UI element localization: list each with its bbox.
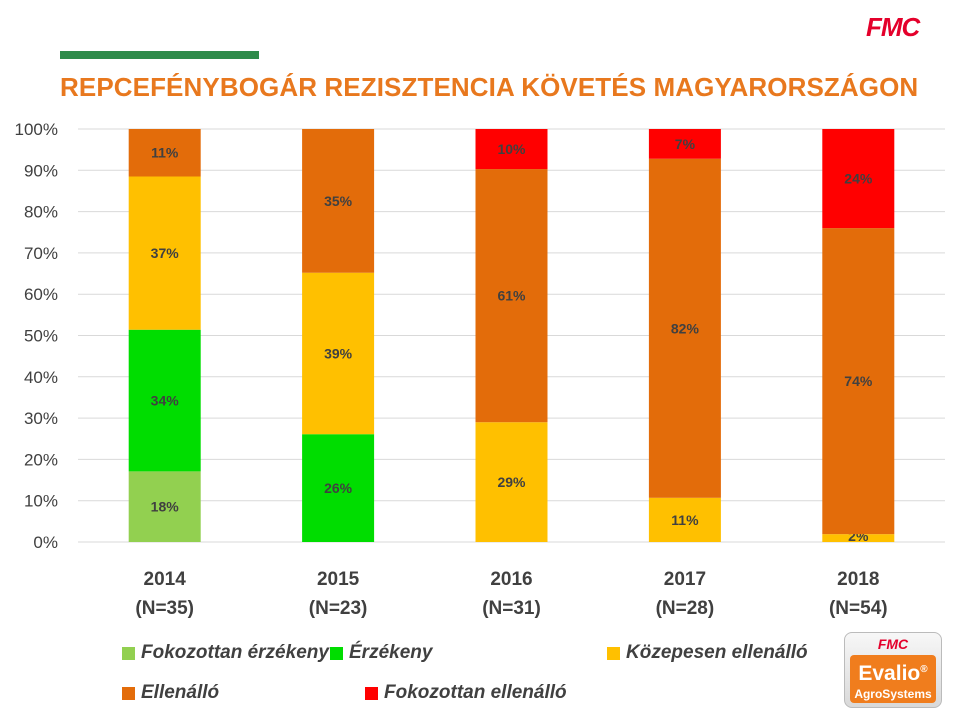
x-count-label: (N=23) bbox=[309, 598, 368, 619]
x-count-label: (N=54) bbox=[829, 598, 888, 619]
evalio-fmc-mark: FMC bbox=[877, 636, 909, 652]
bar-segment bbox=[128, 329, 201, 472]
bar-segment bbox=[475, 422, 548, 542]
bar-segment bbox=[128, 176, 201, 330]
fmc-logo: FMC bbox=[866, 12, 920, 42]
bar-segment bbox=[648, 497, 721, 542]
bar-segment bbox=[475, 169, 548, 423]
y-tick-label: 40% bbox=[24, 368, 58, 387]
y-tick-label: 50% bbox=[24, 327, 58, 346]
y-tick-label: 10% bbox=[24, 492, 58, 511]
bar-segment bbox=[302, 129, 375, 273]
y-tick-label: 60% bbox=[24, 285, 58, 304]
x-count-label: (N=31) bbox=[482, 598, 541, 619]
y-tick-label: 80% bbox=[24, 203, 58, 222]
x-category-label: 2018 bbox=[837, 569, 879, 590]
data-label: 61% bbox=[497, 288, 526, 304]
data-label: 34% bbox=[151, 393, 180, 409]
x-category-label: 2016 bbox=[490, 569, 532, 590]
bar-segment bbox=[822, 228, 895, 535]
bar-segment bbox=[822, 129, 895, 229]
data-label: 7% bbox=[675, 136, 696, 152]
y-tick-label: 20% bbox=[24, 450, 58, 469]
data-label: 11% bbox=[151, 145, 179, 161]
evalio-name: Evalio bbox=[858, 662, 921, 685]
bar-segment bbox=[302, 272, 375, 435]
x-category-label: 2017 bbox=[664, 569, 706, 590]
data-label: 24% bbox=[844, 171, 873, 187]
evalio-logo: FMC Evalio® AgroSystems bbox=[844, 632, 942, 708]
bar-segment bbox=[128, 129, 201, 177]
evalio-registered-mark: ® bbox=[920, 664, 928, 675]
data-label: 18% bbox=[151, 499, 180, 515]
data-label: 37% bbox=[151, 245, 180, 261]
x-count-label: (N=28) bbox=[656, 598, 715, 619]
bar-segment bbox=[475, 129, 548, 170]
bar-segment bbox=[822, 534, 895, 542]
data-label: 26% bbox=[324, 480, 353, 496]
y-tick-label: 90% bbox=[24, 161, 58, 180]
x-count-label: (N=35) bbox=[135, 598, 194, 619]
data-label: 39% bbox=[324, 345, 353, 361]
y-tick-label: 100% bbox=[15, 120, 58, 139]
data-label: 10% bbox=[497, 141, 526, 157]
data-label: 82% bbox=[671, 320, 700, 336]
data-label: 11% bbox=[671, 512, 699, 528]
title-accent-bar bbox=[60, 51, 259, 59]
data-label: 35% bbox=[324, 193, 353, 209]
page-title: REPCEFÉNYBOGÁR REZISZTENCIA KÖVETÉS MAGY… bbox=[60, 72, 919, 102]
x-category-label: 2015 bbox=[317, 569, 360, 590]
bar-segment bbox=[302, 434, 375, 542]
evalio-panel: Evalio® AgroSystems bbox=[850, 655, 936, 703]
x-category-label: 2014 bbox=[144, 569, 187, 590]
bar-segment bbox=[648, 158, 721, 498]
data-label: 74% bbox=[844, 373, 873, 389]
y-tick-label: 30% bbox=[24, 409, 58, 428]
evalio-subtitle: AgroSystems bbox=[854, 687, 932, 701]
y-tick-label: 70% bbox=[24, 244, 58, 263]
data-label: 29% bbox=[497, 474, 526, 490]
bar-segment bbox=[648, 129, 721, 159]
bar-segment bbox=[128, 471, 201, 542]
y-tick-label: 0% bbox=[33, 533, 58, 552]
